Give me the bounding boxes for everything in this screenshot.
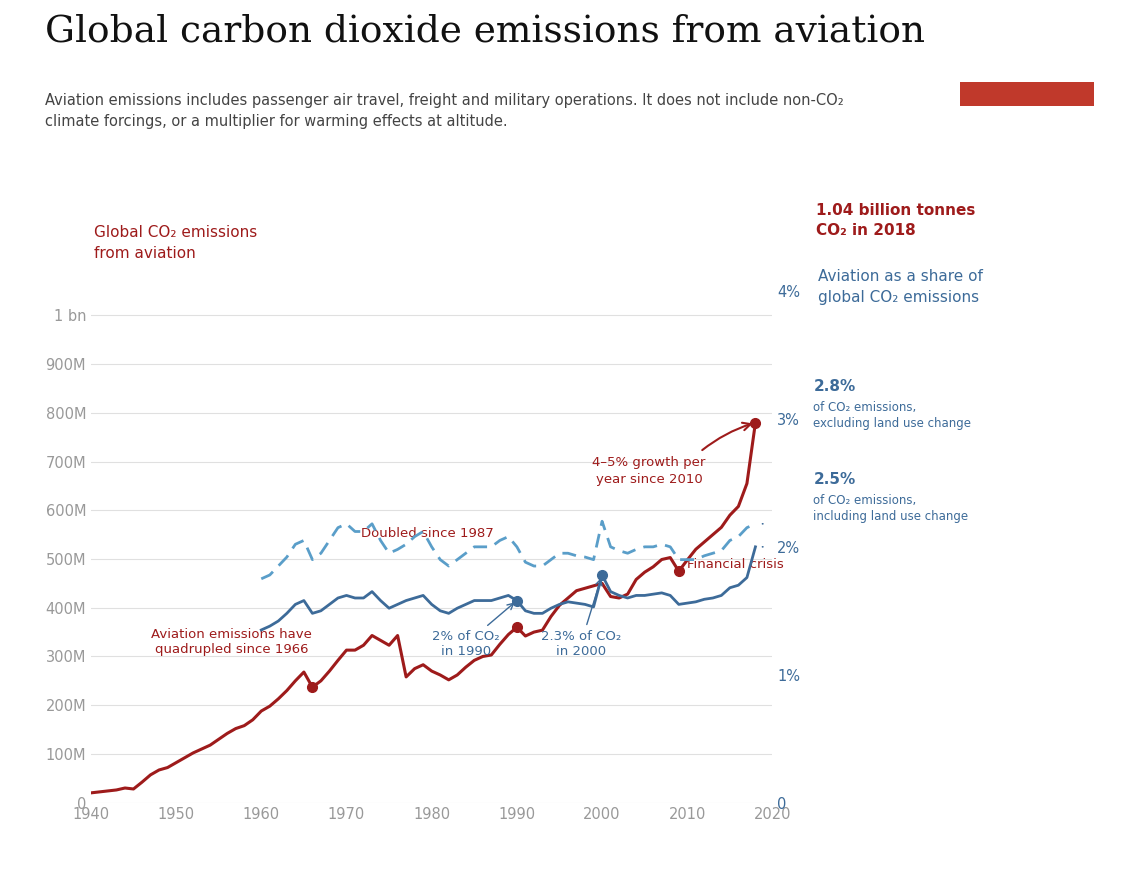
Text: 1.04 billion tonnes
CO₂ in 2018: 1.04 billion tonnes CO₂ in 2018 [816,203,975,237]
Text: 2.8%: 2.8% [813,379,855,394]
Text: 2% of CO₂
in 1990: 2% of CO₂ in 1990 [432,603,513,658]
Text: Aviation emissions includes passenger air travel, freight and military operation: Aviation emissions includes passenger ai… [45,93,844,129]
Text: Aviation emissions have
quadrupled since 1966: Aviation emissions have quadrupled since… [151,629,312,656]
Text: Global CO₂ emissions
from aviation: Global CO₂ emissions from aviation [94,225,258,260]
Bar [960,82,1094,106]
Text: in Data: in Data [997,51,1056,66]
Text: of CO₂ emissions,
including land use change: of CO₂ emissions, including land use cha… [813,494,969,523]
Text: Financial crisis: Financial crisis [687,558,784,572]
Text: 2.5%: 2.5% [813,472,855,487]
Text: 4–5% growth per
year since 2010: 4–5% growth per year since 2010 [592,456,705,486]
Text: Doubled since 1987: Doubled since 1987 [361,527,494,540]
Text: Our World: Our World [985,31,1069,46]
Text: Aviation as a share of
global CO₂ emissions: Aviation as a share of global CO₂ emissi… [818,269,983,305]
Text: Global carbon dioxide emissions from aviation: Global carbon dioxide emissions from avi… [45,13,926,49]
Text: of CO₂ emissions,
excluding land use change: of CO₂ emissions, excluding land use cha… [813,401,971,430]
Text: 2.3% of CO₂
in 2000: 2.3% of CO₂ in 2000 [541,579,621,658]
